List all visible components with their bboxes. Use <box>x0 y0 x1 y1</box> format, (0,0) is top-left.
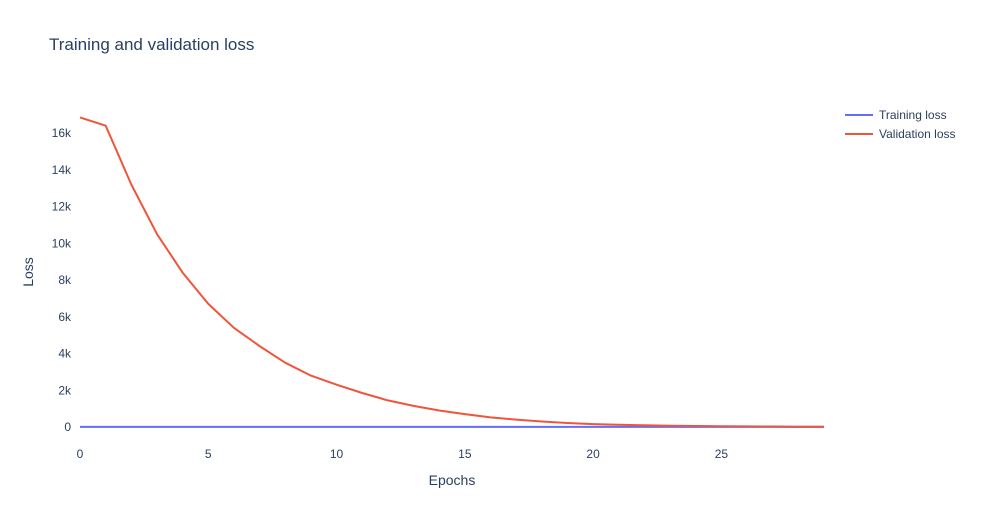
legend-item-validation-loss[interactable]: Validation loss <box>845 127 956 141</box>
legend: Training loss Validation loss <box>845 108 956 141</box>
x-tick-label: 20 <box>586 447 600 461</box>
legend-label: Validation loss <box>879 127 956 141</box>
y-tick-label: 0 <box>64 420 71 434</box>
x-tick-label: 0 <box>77 447 84 461</box>
x-tick-label: 25 <box>715 447 729 461</box>
plot-area <box>79 116 825 428</box>
y-axis-title: Loss <box>20 257 36 287</box>
legend-label: Training loss <box>879 108 947 122</box>
legend-item-training-loss[interactable]: Training loss <box>845 108 947 122</box>
x-tick-label: 10 <box>330 447 344 461</box>
y-tick-label: 14k <box>52 163 72 177</box>
y-tick-label: 8k <box>58 273 72 287</box>
y-tick-label: 16k <box>52 126 72 140</box>
series-line-validation-loss <box>79 116 825 428</box>
y-axis-ticks: 0 2k 4k 6k 8k 10k 12k 14k 16k <box>52 126 72 434</box>
y-tick-label: 6k <box>58 310 72 324</box>
y-tick-label: 4k <box>58 347 72 361</box>
x-tick-label: 15 <box>458 447 472 461</box>
y-tick-label: 12k <box>52 200 72 214</box>
x-axis-ticks: 0 5 10 15 20 25 <box>77 447 729 461</box>
y-tick-label: 10k <box>52 236 72 250</box>
x-tick-label: 5 <box>205 447 212 461</box>
x-axis-title: Epochs <box>429 472 476 488</box>
chart-title: Training and validation loss <box>49 35 254 54</box>
y-tick-label: 2k <box>58 383 72 397</box>
